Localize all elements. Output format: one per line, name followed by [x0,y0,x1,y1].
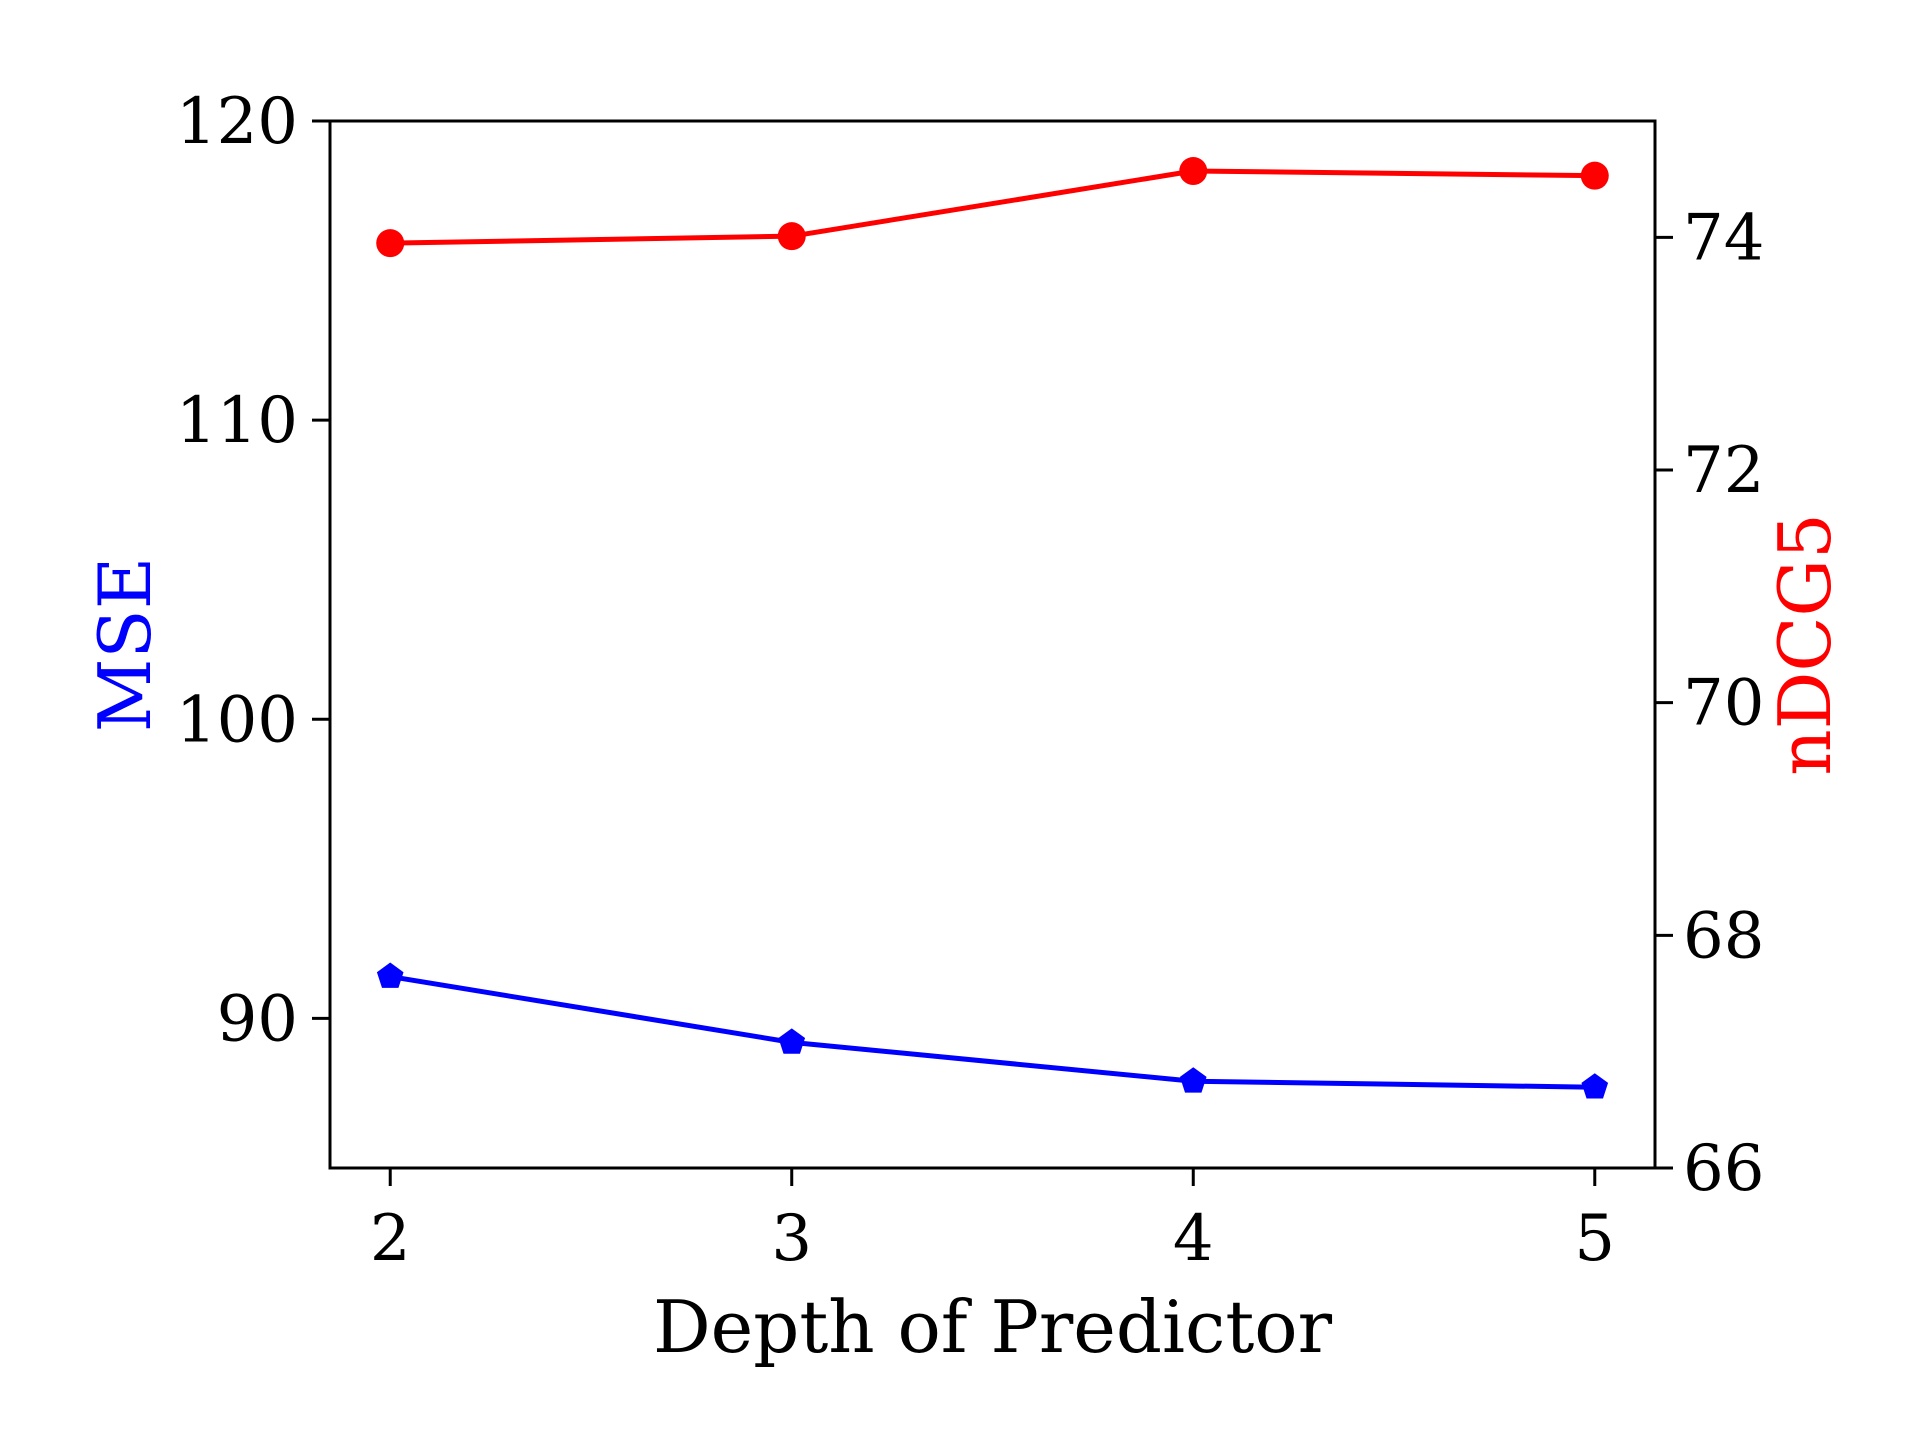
ndcg5-point [1179,157,1208,186]
y-right-tick-label: 74 [1683,201,1764,275]
ndcg5-point [777,222,806,251]
x-tick-label: 5 [1574,1202,1615,1276]
y-right-tick-label: 72 [1683,434,1764,508]
x-axis-label: Depth of Predictor [653,1285,1333,1369]
y-left-tick-label: 110 [176,384,298,458]
ndcg5-line [390,168,1595,246]
y-right-tick-label: 68 [1683,899,1764,973]
series-layer [376,157,1609,1099]
y-right-tick-label: 70 [1683,667,1764,741]
y-axis-right-label: nDCG5 [1763,513,1847,776]
plot-frame [328,119,1657,1170]
x-tick-label: 2 [370,1202,411,1276]
y-axis-left-label: MSE [83,557,167,733]
y-left-tick-label: 90 [217,982,298,1056]
mse-point [1179,1067,1207,1093]
y-left-tick-label: 120 [176,85,298,159]
x-tick-label: 4 [1173,1202,1214,1276]
mse-line [389,974,1595,1090]
mse-point [778,1028,806,1054]
x-tick-label: 3 [771,1202,812,1276]
ndcg5-point [1580,161,1609,190]
y-right-tick-label: 66 [1683,1132,1764,1206]
mse-point [376,962,404,988]
mse-point [1581,1073,1609,1099]
ndcg5-point [376,229,405,258]
y-left-tick-label: 100 [176,683,298,757]
ticks-layer: 2 3 4 5 90 100 110 120 66 68 70 72 74 [176,85,1765,1276]
